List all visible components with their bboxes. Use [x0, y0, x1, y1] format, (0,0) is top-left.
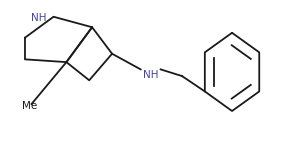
Text: Me: Me [22, 101, 37, 111]
Text: NH: NH [143, 70, 158, 80]
Text: NH: NH [31, 13, 46, 23]
